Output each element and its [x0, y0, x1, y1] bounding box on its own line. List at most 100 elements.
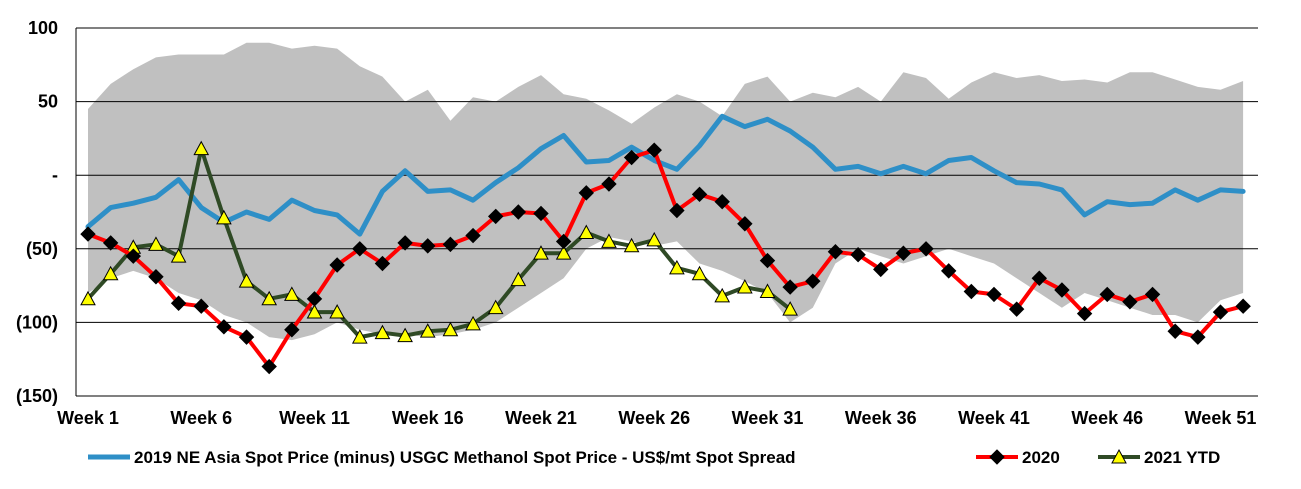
series-2020-point [873, 261, 889, 278]
series-2021-point [623, 237, 640, 253]
series-2020-point [555, 233, 572, 250]
series-2021-point [465, 315, 481, 331]
series-2021-point [578, 224, 595, 240]
series-2021-point [487, 299, 504, 315]
series-2020-point [487, 208, 504, 225]
series-2021-point [737, 279, 753, 294]
series-2020-point [352, 241, 368, 257]
series-2020-point [374, 255, 391, 272]
series-2019 [85, 113, 1246, 237]
series-2020-point [125, 248, 142, 264]
series-2020-point [578, 185, 595, 201]
series-2020-point [1235, 298, 1251, 314]
series-2020-point [1031, 270, 1048, 286]
series-2020-point [80, 226, 96, 242]
series-2020-point [306, 291, 323, 307]
series-2020-point [669, 202, 685, 219]
x-tick-label: Week 26 [618, 408, 690, 428]
x-tick-label: Week 41 [958, 408, 1030, 428]
series-2019-line [85, 113, 1246, 237]
series-2020-point [465, 227, 481, 244]
series-2021 [80, 140, 798, 344]
series-2021-point [216, 209, 232, 225]
series-2020-point [1122, 294, 1138, 310]
series-2021-point [238, 273, 255, 288]
range-band [88, 42, 1244, 341]
x-tick-label: Week 46 [1071, 408, 1143, 428]
series-2021-point [759, 283, 776, 298]
x-tick-label: Week 1 [57, 408, 119, 428]
y-tick-label: 50 [38, 92, 58, 112]
series-2021-point [261, 290, 278, 306]
y-tick-label: (150) [16, 386, 58, 406]
legend-marker-2021 [1111, 448, 1127, 464]
y-tick-label: (50) [26, 239, 58, 259]
x-tick-label: Week 36 [845, 408, 917, 428]
series-2021-point [80, 290, 96, 306]
series-2020-point [850, 246, 866, 263]
series-2021-point [646, 231, 663, 247]
grid-layer [76, 27, 1258, 323]
legend-label-2019: 2019 NE Asia Spot Price (minus) USGC Met… [134, 448, 796, 467]
series-2020-point [216, 319, 232, 335]
y-tick-label: - [52, 165, 58, 185]
series-2021-point [397, 327, 413, 343]
series-2020-point [805, 273, 821, 289]
series-2020-point [1212, 304, 1229, 320]
x-tick-label: Week 6 [170, 408, 232, 428]
series-2020-point [623, 149, 640, 166]
series-2020-point [827, 244, 844, 260]
series-2020-point [102, 235, 119, 251]
series-2021-point [306, 304, 323, 319]
series-2020-point [782, 279, 798, 295]
y-tick-label: 100 [28, 18, 58, 38]
y-tick-label: (100) [16, 312, 58, 332]
x-tick-label: Week 11 [279, 408, 350, 428]
series-2020-point [714, 193, 730, 210]
series-2020-point [148, 269, 164, 285]
series-2020-point [940, 263, 957, 279]
series-2020-point [737, 216, 753, 232]
series-2020-point [442, 236, 459, 253]
series-2021-point [284, 286, 300, 301]
series-2021-point [442, 321, 459, 337]
series-2021-point [193, 140, 210, 156]
series-2020-point [601, 176, 617, 192]
series-2020-point [1008, 301, 1025, 317]
series-2020-point [963, 283, 980, 300]
series-2020-point [238, 329, 255, 345]
series-2021-point [601, 233, 617, 248]
legend-label-2020: 2020 [1022, 448, 1060, 467]
series-2020-point [895, 245, 912, 261]
legend-label-2021: 2021 YTD [1144, 448, 1220, 467]
series-2020-point [533, 205, 549, 222]
series-2020-point [691, 186, 708, 203]
series-2021-line [86, 146, 792, 340]
series-2020-point [759, 252, 776, 269]
x-tick-label: Week 51 [1185, 408, 1257, 428]
series-2020-point [329, 257, 345, 273]
series-2021-point [374, 324, 391, 340]
series-2021-point [669, 259, 685, 275]
x-tick-label: Week 31 [732, 408, 804, 428]
series-2021-point [782, 301, 798, 316]
series-2020-point [170, 295, 187, 311]
x-tick-label: Week 21 [505, 408, 577, 428]
legend-marker-2020 [989, 449, 1005, 465]
series-2021-point [510, 271, 527, 287]
series-2020-point [1167, 323, 1183, 339]
series-2020-point [986, 286, 1002, 303]
legend: 2019 NE Asia Spot Price (minus) USGC Met… [88, 448, 1220, 467]
series-2021-point [691, 265, 708, 281]
series-2021-point [102, 265, 119, 281]
axis-layer: 100 50 - (50) (100) (150)Week 1 Week 6 Week 11 W… [16, 18, 1258, 428]
x-tick-label: Week 16 [392, 408, 464, 428]
series-2021-point [148, 236, 164, 251]
series-2020-point [284, 322, 300, 338]
series-2020-point [1076, 305, 1093, 322]
series-2021-point [555, 245, 572, 260]
series-2020-point [261, 358, 277, 375]
series-2020-point [420, 238, 436, 254]
